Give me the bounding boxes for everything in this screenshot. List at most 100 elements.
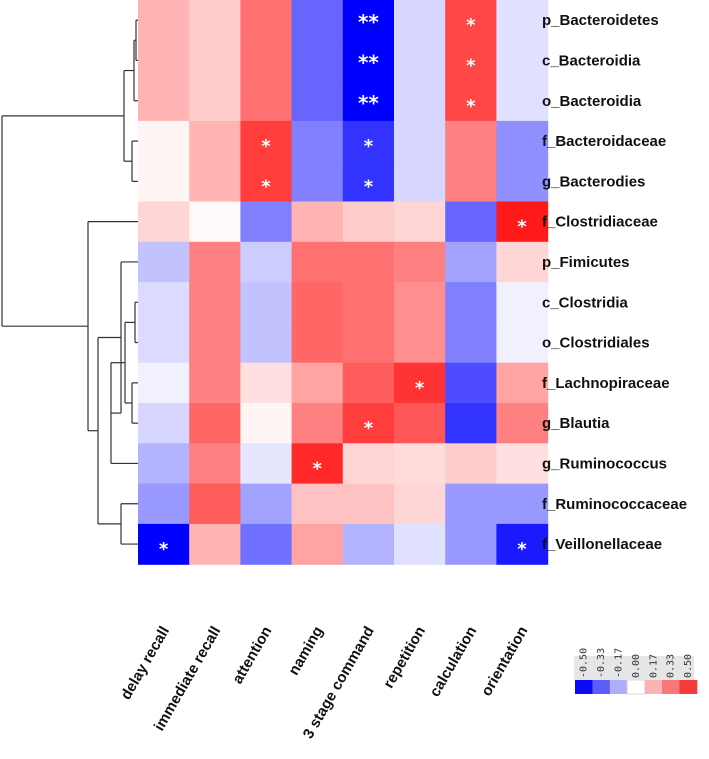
column-label: orientation bbox=[478, 624, 531, 700]
heatmap-cell bbox=[342, 201, 395, 243]
heatmap-cell bbox=[394, 241, 446, 283]
legend-tick-label: -0.50 bbox=[579, 648, 590, 678]
heatmap-cell bbox=[240, 282, 293, 323]
heatmap-cell bbox=[240, 403, 293, 444]
legend-background bbox=[574, 656, 694, 680]
legend-tick-label: 0.00 bbox=[631, 654, 642, 678]
heatmap-cell bbox=[445, 40, 497, 82]
legend-tick-label: 0.33 bbox=[666, 654, 677, 678]
heatmap-cell bbox=[189, 80, 241, 122]
heatmap-cell bbox=[496, 80, 549, 122]
heatmap-cell bbox=[291, 80, 344, 122]
significance-star: * bbox=[261, 176, 271, 197]
heatmap-cell bbox=[291, 161, 344, 203]
heatmap-cell bbox=[138, 483, 190, 525]
heatmap-cell bbox=[291, 322, 344, 364]
heatmap-cell bbox=[240, 322, 293, 364]
row-labels: p_Bacteroidetes c_Bacteroidia o_Bacteroidi… bbox=[542, 12, 687, 553]
heatmap-cell bbox=[342, 120, 395, 162]
heatmap-cell bbox=[496, 161, 549, 203]
heatmap-cell bbox=[189, 322, 241, 364]
heatmap-cell bbox=[240, 443, 293, 485]
legend-swatch bbox=[679, 680, 698, 694]
heatmap-cell bbox=[189, 403, 241, 444]
heatmap-cell bbox=[291, 403, 344, 444]
heatmap-cell bbox=[291, 523, 344, 565]
heatmap-cell bbox=[138, 40, 190, 82]
heatmap-cell bbox=[496, 40, 549, 82]
significance-star: * bbox=[364, 418, 374, 439]
significance-star: ** bbox=[358, 50, 379, 74]
significance-star: * bbox=[466, 15, 476, 36]
column-label: naming bbox=[285, 624, 326, 679]
row-label: f_Ruminococcaceae bbox=[542, 496, 687, 513]
significance-star: * bbox=[364, 136, 374, 157]
significance-star: * bbox=[415, 378, 425, 399]
heatmap-cell bbox=[342, 40, 395, 82]
row-label: f_Veillonellaceae bbox=[542, 536, 662, 553]
row-label: g_Bacterodies bbox=[542, 173, 645, 190]
heatmap-cell bbox=[138, 403, 190, 444]
heatmap-cell bbox=[445, 241, 497, 283]
legend-tick-label: 0.50 bbox=[683, 654, 694, 678]
heatmap-cell bbox=[342, 241, 395, 283]
heatmap-cell bbox=[496, 403, 549, 444]
heatmap-cell bbox=[138, 362, 190, 404]
row-label: g_Ruminococcus bbox=[542, 455, 667, 472]
heatmap-cells bbox=[138, 0, 549, 565]
row-label: c_Bacteroidia bbox=[542, 52, 641, 69]
heatmap-cell bbox=[189, 0, 241, 41]
heatmap-cell bbox=[445, 322, 497, 364]
row-label: f_Bacteroidaceae bbox=[542, 133, 666, 150]
column-label: repetition bbox=[380, 624, 429, 692]
column-label: calculation bbox=[426, 624, 480, 700]
heatmap-cell bbox=[496, 523, 549, 565]
row-label: p_Fimicutes bbox=[542, 254, 630, 271]
heatmap-cell bbox=[240, 0, 293, 41]
significance-star: ** bbox=[358, 10, 379, 34]
legend-swatch bbox=[609, 680, 628, 694]
heatmap-cell bbox=[394, 523, 446, 565]
significance-star: * bbox=[261, 136, 271, 157]
heatmap-cell bbox=[445, 523, 497, 565]
row-label: c_Clostridia bbox=[542, 294, 629, 311]
column-label: attention bbox=[229, 624, 275, 687]
heatmap-cell bbox=[342, 362, 395, 404]
heatmap-cell bbox=[496, 443, 549, 485]
heatmap-cell bbox=[394, 322, 446, 364]
legend-swatch bbox=[626, 679, 646, 695]
heatmap-cell bbox=[394, 40, 446, 82]
heatmap-cell bbox=[496, 483, 549, 525]
heatmap-cell bbox=[394, 483, 446, 525]
heatmap-cell bbox=[291, 241, 344, 283]
heatmap-cell bbox=[342, 483, 395, 525]
significance-star: * bbox=[517, 217, 527, 238]
heatmap-cell bbox=[189, 523, 241, 565]
significance-star: * bbox=[466, 55, 476, 76]
heatmap-cell bbox=[342, 443, 395, 485]
heatmap-cell bbox=[342, 161, 395, 203]
heatmap-cell bbox=[240, 201, 293, 243]
significance-star: * bbox=[312, 458, 322, 479]
heatmap-cell bbox=[496, 201, 549, 243]
heatmap-cell bbox=[445, 161, 497, 203]
heatmap-cell bbox=[445, 80, 497, 122]
significance-star: * bbox=[466, 96, 476, 117]
heatmap-cell bbox=[240, 80, 293, 122]
heatmap-cell bbox=[240, 241, 293, 283]
heatmap-cell bbox=[394, 120, 446, 162]
heatmap-cell bbox=[445, 362, 497, 404]
heatmap-cell bbox=[445, 483, 497, 525]
heatmap-cell bbox=[394, 0, 446, 41]
legend-swatch bbox=[575, 680, 593, 694]
heatmap-cell bbox=[240, 161, 293, 203]
heatmap-cell bbox=[394, 161, 446, 203]
heatmap-cell bbox=[394, 443, 446, 485]
heatmap-cell bbox=[189, 483, 241, 525]
heatmap-cell bbox=[240, 40, 293, 82]
heatmap-cell bbox=[394, 282, 446, 323]
heatmap-cell bbox=[394, 362, 446, 404]
heatmap-cell bbox=[240, 523, 293, 565]
heatmap-cell bbox=[496, 322, 549, 364]
